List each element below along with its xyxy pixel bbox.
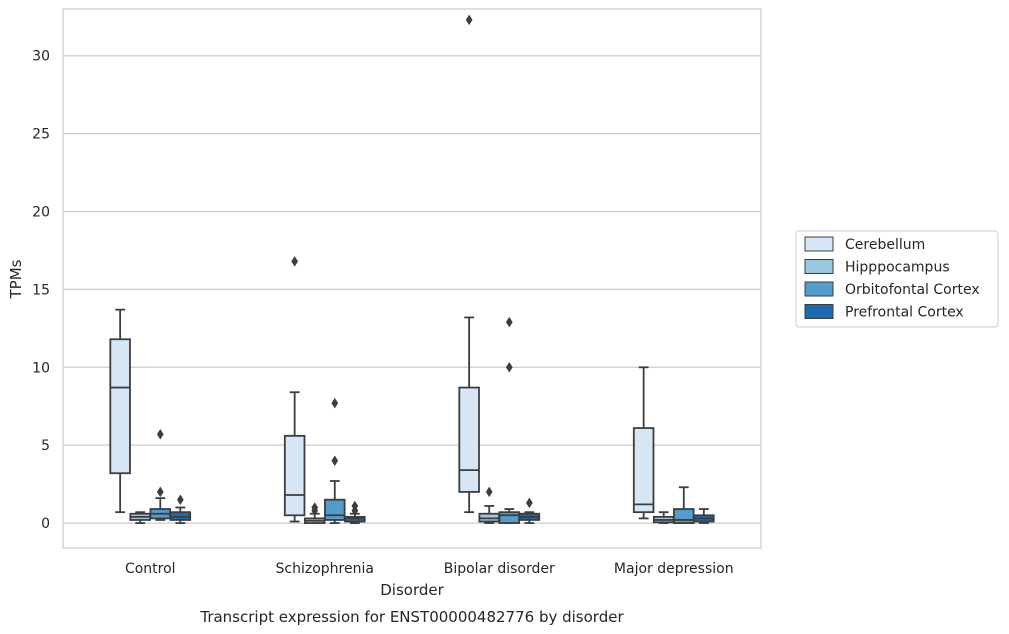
y-tick-label: 20 [32, 205, 50, 221]
outlier-point [331, 397, 339, 409]
outlier-point [485, 486, 493, 498]
box-body [324, 498, 346, 521]
legend-label: Prefrontal Cortex [845, 305, 964, 321]
outlier-point [525, 497, 533, 509]
box-2-3 [673, 486, 695, 524]
legend-swatch [804, 281, 834, 297]
box-body [498, 511, 521, 524]
box-1-1 [303, 502, 326, 524]
box-2-0 [149, 429, 172, 521]
x-tick-labels: Control Schizophrenia Bipolar disorder Majo… [125, 561, 734, 577]
box-0-0 [109, 308, 131, 514]
legend-label: Hipppocampus [845, 260, 950, 276]
box-body [109, 338, 131, 475]
x-tick-label: Bipolar disorder [444, 561, 555, 577]
outlier-point [331, 455, 339, 467]
outlier-point [176, 494, 184, 505]
box-3-0 [169, 494, 192, 524]
legend-swatch [804, 236, 834, 252]
plot-frame [62, 8, 762, 549]
legend-label: Orbitofontal Cortex [845, 282, 980, 298]
y-tick-label: 30 [32, 49, 50, 65]
x-axis-label: Disorder [380, 581, 444, 599]
y-tick-labels: 0 5 10 15 20 25 30 [32, 49, 50, 532]
outlier-point [291, 256, 299, 267]
legend: Cerebellum Hipppocampus Orbitofontal Corte… [795, 230, 999, 328]
box-body [458, 386, 480, 493]
outlier-point [156, 486, 164, 498]
legend-frame [795, 230, 999, 328]
y-tick-label: 25 [32, 127, 50, 143]
outlier-point [156, 429, 164, 440]
y-tick-label: 10 [32, 360, 50, 376]
box-body [673, 508, 695, 524]
outlier-point [351, 500, 359, 512]
box-1-3 [652, 511, 675, 524]
box-0-1 [283, 256, 306, 523]
y-axis-label: TPMs [7, 259, 25, 299]
boxes-layer [109, 14, 715, 524]
y-tick-label: 15 [32, 282, 50, 298]
box-2-1 [324, 397, 346, 524]
outlier-point [505, 316, 513, 328]
box-2-2 [498, 316, 521, 524]
box-1-0 [129, 511, 151, 524]
y-tick-label: 0 [41, 516, 50, 532]
x-tick-label: Major depression [614, 561, 734, 577]
legend-swatch [804, 304, 834, 319]
box-3-2 [518, 497, 541, 524]
legend-swatch [804, 259, 834, 274]
x-tick-label: Control [125, 561, 176, 577]
outlier-point [311, 502, 319, 513]
grid-layer [63, 55, 761, 524]
box-1-2 [478, 486, 500, 524]
x-tick-label: Schizophrenia [276, 561, 374, 577]
box-3-3 [693, 508, 715, 524]
box-body [632, 427, 655, 514]
chart-caption: Transcript expression for ENST0000048277… [199, 608, 624, 626]
box-body [283, 434, 306, 517]
legend-label: Cerebellum [845, 237, 925, 253]
box-3-1 [344, 500, 366, 524]
box-0-2 [458, 14, 480, 514]
box-0-3 [632, 366, 655, 520]
outlier-point [505, 362, 513, 373]
y-tick-label: 5 [41, 438, 50, 454]
outlier-point [465, 14, 473, 26]
